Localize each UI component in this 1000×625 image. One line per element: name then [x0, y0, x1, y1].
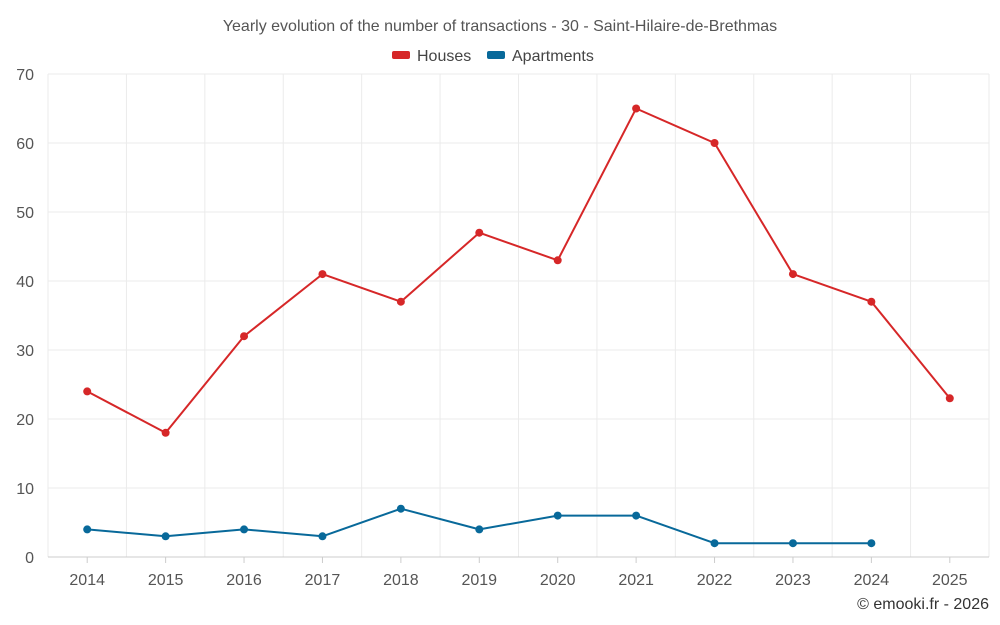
y-tick-label: 30: [16, 343, 34, 360]
data-point-houses-2015[interactable]: [161, 428, 170, 437]
data-point-houses-2021[interactable]: [632, 104, 641, 113]
x-tick-label-2017: 2017: [305, 572, 341, 589]
x-tick-label-2020: 2020: [540, 572, 576, 589]
data-point-houses-2017[interactable]: [318, 270, 327, 279]
data-point-apartments-2017[interactable]: [318, 532, 327, 541]
data-point-houses-2025[interactable]: [945, 394, 954, 403]
data-point-apartments-2016[interactable]: [240, 525, 249, 534]
data-point-apartments-2020[interactable]: [553, 511, 562, 520]
series-layer: [83, 104, 954, 548]
data-point-houses-2024[interactable]: [867, 297, 876, 306]
chart-title: Yearly evolution of the number of transa…: [223, 18, 777, 35]
y-axis: 0 10 20 30 40 50 60 70: [16, 67, 34, 567]
legend-swatch-apartments: [487, 51, 505, 59]
data-point-apartments-2023[interactable]: [788, 539, 797, 548]
x-tick-label-2024: 2024: [854, 572, 890, 589]
y-tick-label: 10: [16, 481, 34, 498]
data-point-houses-2020[interactable]: [553, 256, 562, 265]
data-point-apartments-2015[interactable]: [161, 532, 170, 541]
x-tick-label-2021: 2021: [618, 572, 654, 589]
legend-swatch-houses: [392, 51, 410, 59]
y-tick-label: 40: [16, 274, 34, 291]
x-tick-label-2019: 2019: [461, 572, 497, 589]
data-point-apartments-2022[interactable]: [710, 539, 719, 548]
data-point-houses-2023[interactable]: [788, 270, 797, 279]
data-point-apartments-2021[interactable]: [632, 511, 641, 520]
data-point-apartments-2014[interactable]: [83, 525, 92, 534]
legend-label-apartments: Apartments: [512, 48, 594, 65]
y-tick-label: 50: [16, 205, 34, 222]
x-tick-label-2014: 2014: [69, 572, 105, 589]
legend-item-houses[interactable]: Houses: [392, 48, 471, 65]
x-axis: 2014 2015 2016 2017 2018 2019 2020 2021 2022 2023…: [48, 556, 989, 589]
series-line-houses: [86, 107, 951, 434]
x-tick-label-2023: 2023: [775, 572, 811, 589]
x-tick-label-2016: 2016: [226, 572, 262, 589]
legend-item-apartments[interactable]: Apartments: [487, 48, 594, 65]
x-tick-label-2015: 2015: [148, 572, 184, 589]
data-point-apartments-2019[interactable]: [475, 525, 484, 534]
legend: Houses Apartments: [392, 48, 594, 65]
y-tick-label: 70: [16, 67, 34, 84]
grid: [47, 73, 990, 557]
data-point-apartments-2024[interactable]: [867, 539, 876, 548]
data-point-houses-2016[interactable]: [240, 332, 249, 341]
data-point-houses-2019[interactable]: [475, 228, 484, 237]
y-tick-label: 60: [16, 136, 34, 153]
legend-label-houses: Houses: [417, 48, 471, 65]
credit-text: © emooki.fr - 2026: [857, 596, 989, 613]
y-tick-label: 20: [16, 412, 34, 429]
data-point-houses-2014[interactable]: [83, 387, 92, 396]
x-tick-label-2025: 2025: [932, 572, 968, 589]
data-point-houses-2022[interactable]: [710, 139, 719, 147]
x-tick-label-2022: 2022: [697, 572, 733, 589]
data-point-houses-2018[interactable]: [396, 297, 405, 306]
y-tick-label: 0: [25, 550, 34, 567]
x-tick-label-2018: 2018: [383, 572, 419, 589]
data-point-apartments-2018[interactable]: [396, 504, 405, 513]
